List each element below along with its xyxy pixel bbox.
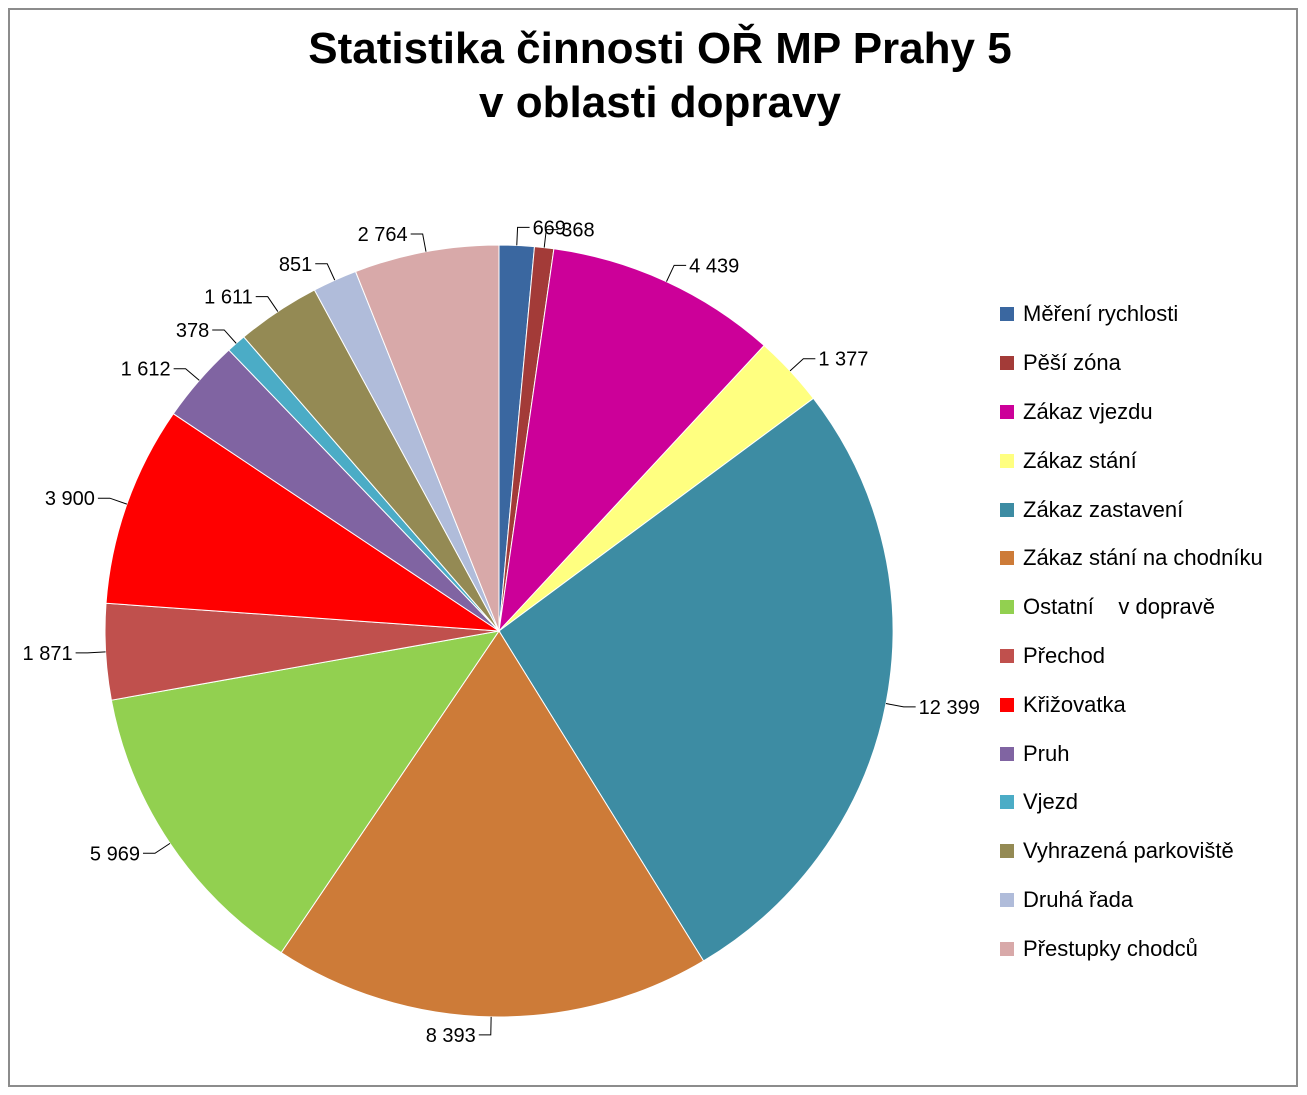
legend-item-prestupky-chodcu: Přestupky chodců — [1000, 924, 1263, 973]
legend-swatch — [1000, 600, 1014, 615]
legend-label: Ostatní v dopravě — [1023, 594, 1215, 620]
pie-slice-zakaz-vjezdu — [498, 248, 765, 633]
leader-line-vyhrazena-parkoviste — [255, 296, 279, 312]
legend-item-prechod: Přechod — [1000, 632, 1263, 681]
chart-title: Statistika činnosti OŘ MP Prahy 5 v obla… — [240, 22, 1080, 130]
leader-line-druha-rada — [315, 263, 336, 281]
legend-item-druha-rada: Druhá řada — [1000, 876, 1263, 925]
legend-label: Zákaz stání — [1023, 447, 1137, 473]
legend-item-zakaz-zastaveni: Zákaz zastavení — [1000, 485, 1263, 534]
legend-swatch — [1000, 356, 1014, 371]
leader-line-ostatni-v-doprave — [142, 842, 171, 854]
legend-item-krizovatka: Křižovatka — [1000, 680, 1263, 729]
data-label-pesi-zona: 368 — [561, 220, 594, 242]
legend-swatch — [1000, 892, 1014, 907]
pie-slice-krizovatka — [105, 413, 501, 632]
legend-label: Přestupky chodců — [1023, 935, 1198, 961]
leader-line-zakaz-zastaveni — [885, 703, 916, 708]
legend-swatch — [1000, 307, 1014, 322]
legend-swatch — [1000, 502, 1014, 517]
legend-item-pesi-zona: Pěší zóna — [1000, 339, 1263, 388]
legend-label: Měření rychlosti — [1023, 301, 1179, 327]
data-label-zakaz-vjezdu: 4 439 — [689, 255, 739, 277]
data-label-pruh: 1 612 — [121, 359, 171, 381]
legend-label: Zákaz vjezdu — [1023, 398, 1153, 424]
pie-slice-prestupky-chodcu — [354, 244, 500, 632]
legend-label: Pěší zóna — [1023, 350, 1121, 376]
data-label-druha-rada: 851 — [279, 254, 312, 276]
pie-slice-ostatni-v-doprave — [110, 630, 501, 954]
data-label-prechod: 1 871 — [23, 643, 73, 665]
leader-line-zakaz-stani-na-chodniku — [478, 1016, 492, 1036]
legend-swatch — [1000, 941, 1014, 956]
legend-item-zakaz-vjezdu: Zákaz vjezdu — [1000, 388, 1263, 437]
data-label-zakaz-stani: 1 377 — [818, 349, 868, 371]
chart-legend: Měření rychlosti Pěší zóna Zákaz vjezdu Zák… — [1000, 290, 1263, 973]
data-label-mereni-rychlosti: 669 — [533, 217, 566, 239]
leader-line-pruh — [173, 368, 200, 381]
legend-label: Vjezd — [1023, 789, 1079, 815]
data-label-zakaz-stani-na-chodniku: 8 393 — [426, 1025, 476, 1047]
legend-swatch — [1000, 697, 1014, 712]
legend-item-pruh: Pruh — [1000, 729, 1263, 778]
legend-label: Zákaz zastavení — [1023, 496, 1184, 522]
leader-line-prechod — [75, 651, 106, 654]
chart-title-line1: Statistika činnosti OŘ MP Prahy 5 — [308, 24, 1012, 73]
legend-label: Zákaz stání na chodníku — [1023, 545, 1263, 571]
data-label-vjezd: 378 — [176, 320, 209, 342]
legend-swatch — [1000, 453, 1014, 468]
legend-label: Pruh — [1023, 740, 1070, 766]
legend-swatch — [1000, 404, 1014, 419]
legend-label: Vyhrazená parkoviště — [1023, 838, 1234, 864]
data-label-ostatni-v-doprave: 5 969 — [90, 843, 140, 865]
data-label-prestupky-chodcu: 2 764 — [358, 224, 408, 246]
pie-slice-zakaz-stani-na-chodniku — [280, 630, 705, 1018]
legend-swatch — [1000, 648, 1014, 663]
data-label-vyhrazena-parkoviste: 1 611 — [204, 287, 253, 309]
legend-item-vjezd: Vjezd — [1000, 778, 1263, 827]
legend-item-zakaz-stani-na-chodniku: Zákaz stání na chodníku — [1000, 534, 1263, 583]
leader-line-mereni-rychlosti — [516, 226, 530, 246]
chart-title-line2: v oblasti dopravy — [479, 78, 841, 127]
legend-label: Přechod — [1023, 642, 1105, 668]
legend-swatch — [1000, 844, 1014, 859]
legend-item-zakaz-stani: Zákaz stání — [1000, 436, 1263, 485]
data-label-zakaz-zastaveni: 12 399 — [919, 697, 980, 719]
leader-line-prestupky-chodcu — [410, 233, 427, 252]
legend-swatch — [1000, 551, 1014, 566]
legend-swatch — [1000, 795, 1014, 810]
legend-item-mereni-rychlosti: Měření rychlosti — [1000, 290, 1263, 339]
leader-line-vjezd — [212, 329, 237, 344]
leader-line-pesi-zona — [543, 229, 559, 248]
leader-line-krizovatka — [97, 497, 128, 505]
leader-line-zakaz-stani — [789, 358, 816, 372]
legend-item-vyhrazena-parkoviste: Vyhrazená parkoviště — [1000, 827, 1263, 876]
leader-line-zakaz-vjezdu — [666, 264, 687, 282]
legend-item-ostatni-v-doprave: Ostatní v dopravě — [1000, 583, 1263, 632]
legend-swatch — [1000, 746, 1014, 761]
data-label-krizovatka: 3 900 — [45, 488, 95, 510]
legend-label: Druhá řada — [1023, 886, 1134, 912]
legend-label: Křižovatka — [1023, 691, 1126, 717]
